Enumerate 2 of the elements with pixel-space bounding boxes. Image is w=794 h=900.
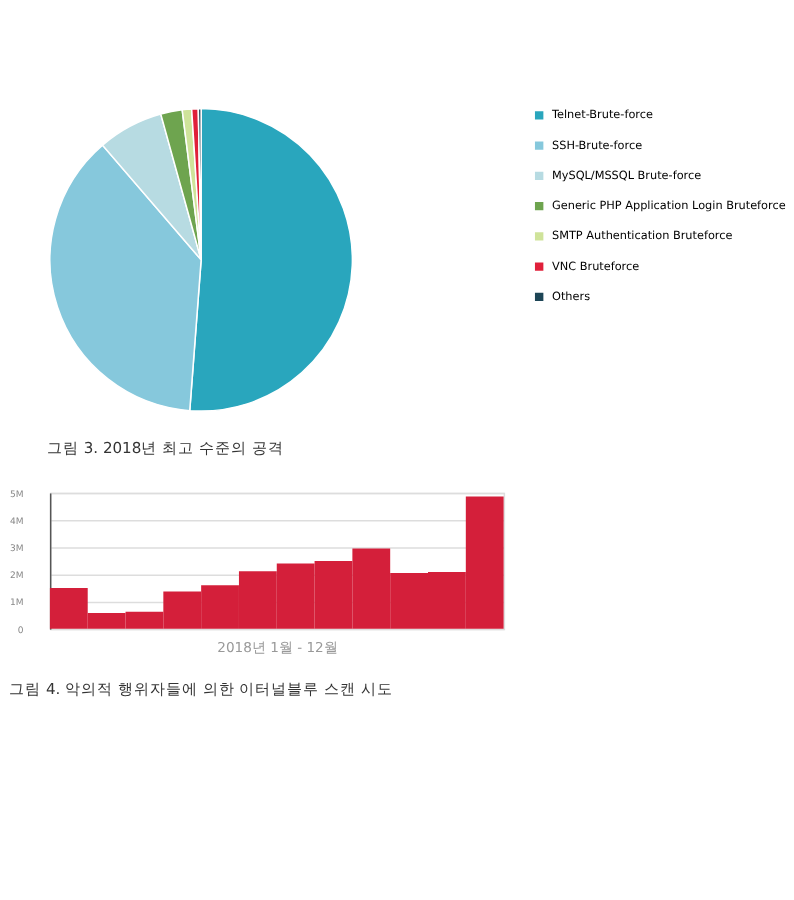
caption: 그림 4. 악의적 행위자들에 의한 이터널블루 스캔 시도 <box>9 679 394 698</box>
caption: 그림 3. 2018년 최고 수준의 공격 <box>46 439 284 458</box>
